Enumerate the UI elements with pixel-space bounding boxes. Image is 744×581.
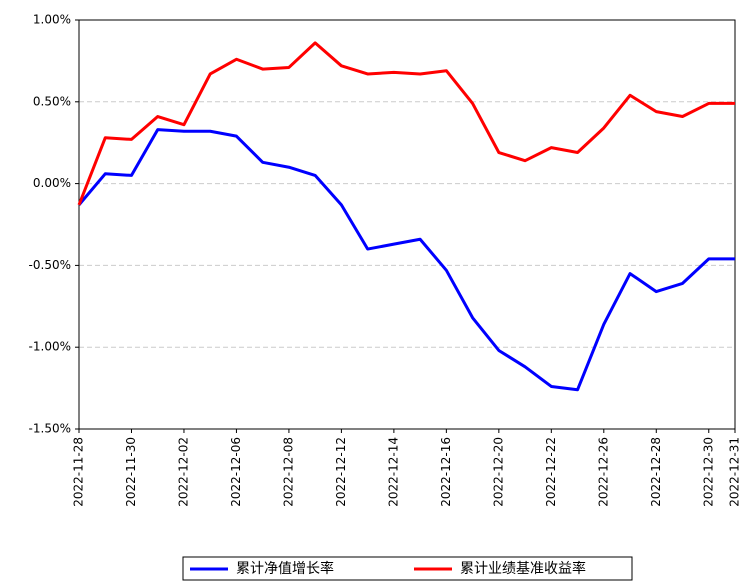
- series-line: [77, 128, 735, 392]
- x-tick-label: 2022-12-06: [229, 437, 243, 507]
- x-tick-label: 2022-12-02: [176, 437, 190, 507]
- y-tick-label: 0.50%: [33, 94, 71, 108]
- y-tick-label: -1.50%: [29, 422, 71, 436]
- x-tick-label: 2022-12-28: [649, 437, 663, 507]
- y-tick-label: 0.00%: [33, 176, 71, 190]
- y-tick-label: -0.50%: [29, 258, 71, 272]
- x-tick-label: 2022-12-30: [701, 437, 715, 507]
- x-tick-label: 2022-12-20: [491, 437, 505, 507]
- x-tick-label: 2022-12-26: [596, 437, 610, 507]
- x-tick-label: 2022-12-14: [386, 437, 400, 507]
- x-tick-label: 2022-12-22: [544, 437, 558, 507]
- x-tick-label: 2022-12-31: [728, 437, 742, 507]
- x-tick-label: 2022-12-16: [439, 437, 453, 507]
- y-tick-label: -1.00%: [29, 340, 71, 354]
- legend-box: [182, 556, 633, 581]
- series-line: [77, 41, 735, 206]
- plot-frame: [78, 19, 736, 430]
- x-tick-label: 2022-12-12: [334, 437, 348, 507]
- x-tick-label: 2022-11-28: [72, 437, 86, 507]
- legend-label: 累计净值增长率: [236, 560, 334, 577]
- legend-label: 累计业绩基准收益率: [460, 560, 586, 577]
- x-tick-label: 2022-12-08: [281, 437, 295, 507]
- y-tick-label: 1.00%: [33, 13, 71, 27]
- x-tick-label: 2022-11-30: [124, 437, 138, 507]
